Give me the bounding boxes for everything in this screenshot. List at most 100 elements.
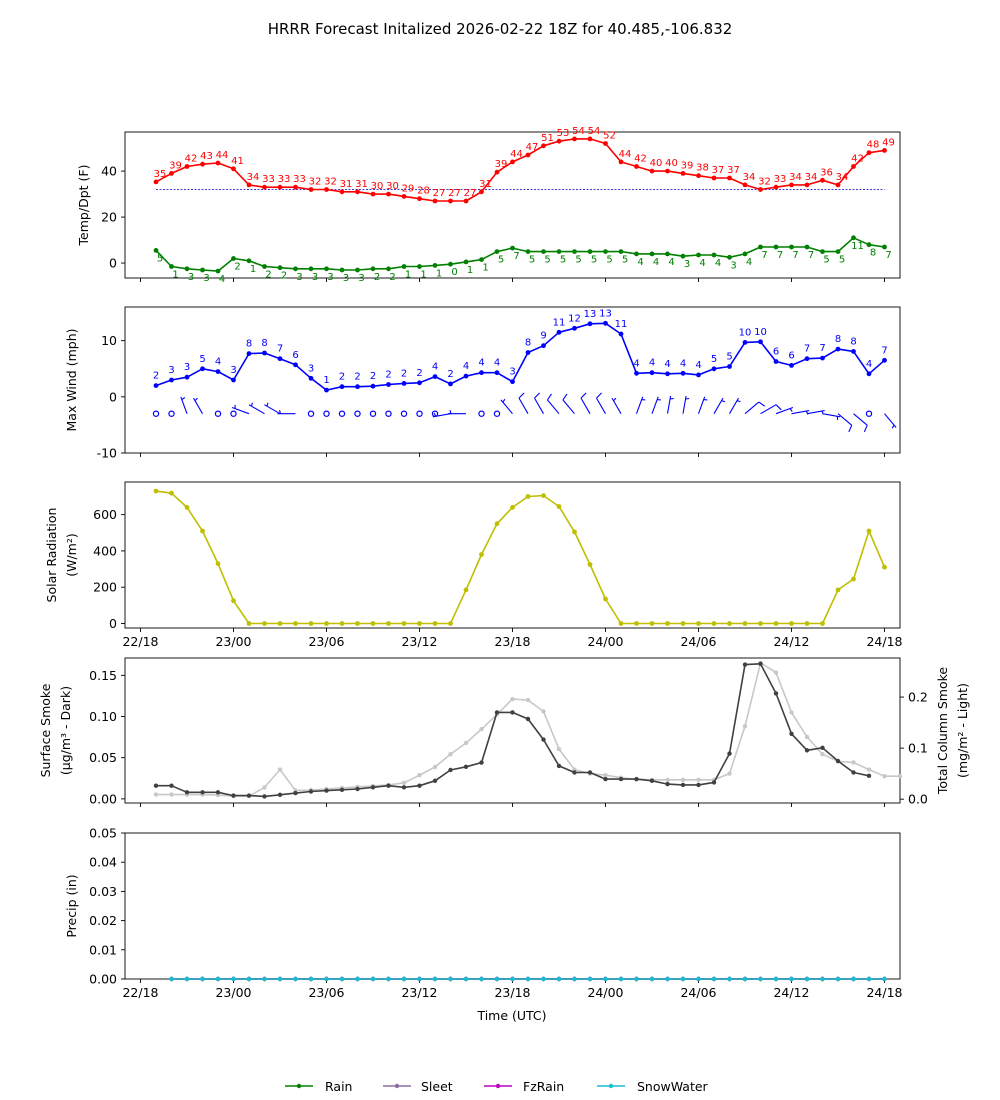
column-smoke-point: [897, 774, 903, 779]
solar-point: [432, 621, 438, 626]
snowwater-precip-point: [835, 976, 841, 982]
max-wind-data-label: 13: [599, 308, 612, 319]
wind-barb-staff: [822, 413, 841, 418]
dewpoint-point: [680, 253, 686, 259]
precip-panel: 22/18 23/00 23/06 23/12 23/18 24/00 24/06 24/12…: [64, 826, 903, 1001]
wind-barb-staff: [546, 399, 560, 415]
snowwater-precip-point: [308, 976, 314, 982]
column-smoke-point: [463, 740, 469, 746]
surface-smoke-point: [494, 710, 500, 715]
temperature-point: [587, 136, 593, 142]
dewpoint-data-label: 1: [482, 263, 488, 274]
surface-smoke-point: [696, 782, 701, 788]
surface-smoke-point: [742, 662, 748, 667]
dewpoint-data-label: 3: [343, 273, 349, 284]
dewpoint-point: [820, 249, 825, 255]
max-wind-point: [231, 377, 236, 383]
dewpoint-data-label: 5: [560, 255, 566, 266]
dewpoint-data-label: 5: [591, 255, 597, 266]
solar-point: [758, 621, 763, 626]
snowwater-precip-point: [479, 976, 484, 982]
column-smoke-point: [866, 767, 872, 772]
temperature-point: [169, 171, 174, 176]
wind-barb: [837, 413, 853, 433]
y-tick-label: 0.0: [908, 792, 928, 807]
wind-barb: [713, 397, 726, 414]
dewpoint-point: [603, 249, 608, 255]
dewpoint-point: [742, 251, 748, 257]
dewpoint-data-label: 7: [808, 250, 814, 261]
max-wind-point: [355, 384, 360, 390]
max-wind-data-label: 3: [230, 365, 236, 376]
column-smoke-point: [417, 773, 422, 778]
solar-point: [789, 621, 794, 626]
max-wind-line: [155, 322, 886, 391]
y-tick-label: 0: [109, 256, 117, 271]
max-wind-data-label: 4: [215, 357, 221, 368]
solar-point: [835, 587, 841, 593]
y-tick-label: 0.2: [908, 690, 928, 705]
temperature-data-label: 28: [417, 186, 430, 197]
temperature-point: [448, 198, 453, 204]
column-smoke-point: [665, 777, 670, 782]
max-wind-data-label: 3: [308, 363, 314, 374]
dewpoint-data-label: 4: [715, 258, 721, 269]
axes-frame: [124, 481, 901, 629]
wind-barb: [822, 413, 841, 420]
wind-barb: [853, 413, 868, 433]
surface-smoke-point: [773, 691, 779, 696]
temperature-data-label: 34: [247, 172, 260, 183]
wind-barb: [448, 410, 466, 415]
y-tick-label: 400: [93, 543, 117, 558]
surface-smoke-point: [510, 710, 515, 715]
x-tick-label: 23/18: [494, 634, 530, 649]
surface-smoke-point: [541, 737, 546, 742]
snowwater-precip-point: [649, 976, 655, 982]
temperature-point: [603, 141, 608, 146]
max-wind-point: [293, 362, 298, 368]
dewpoint-point: [835, 249, 841, 255]
wind-barb-half-feather: [502, 398, 506, 403]
y-tick-label: 0.05: [89, 750, 117, 765]
snowwater-precip-point: [773, 976, 779, 982]
max-wind-point: [401, 381, 407, 386]
max-wind-data-label: 6: [292, 350, 298, 361]
surface-smoke-point: [184, 790, 190, 795]
max-wind-point: [277, 356, 283, 362]
surface-smoke-point: [835, 758, 841, 764]
temperature-data-label: 30: [371, 181, 384, 192]
wind-barb: [248, 402, 265, 415]
max-wind-point: [479, 370, 484, 376]
max-wind-point: [448, 381, 453, 387]
dewpoint-data-label: 5: [498, 255, 504, 266]
surface-smoke-point: [432, 778, 438, 783]
dewpoint-data-label: 5: [575, 255, 581, 266]
dewpoint-point: [386, 266, 391, 272]
max-wind-point: [618, 331, 624, 337]
temperature-data-label: 43: [200, 151, 213, 162]
wind-barb-half-feather: [181, 397, 186, 401]
snowwater-precip-point: [200, 976, 205, 982]
wind-barb: [580, 392, 591, 414]
wind-barb-feather: [534, 392, 540, 399]
surface-smoke-point: [200, 790, 205, 795]
surface-smoke-point: [215, 790, 221, 795]
temperature-point: [773, 184, 779, 190]
max-wind-data-label: 10: [739, 327, 752, 338]
solar-point: [525, 494, 531, 499]
wind-barb: [884, 413, 897, 429]
wind-barb-feather: [863, 425, 868, 433]
surface-smoke-point: [339, 787, 345, 792]
temperature-point: [339, 189, 345, 195]
dewpoint-point: [711, 252, 717, 258]
smoke-right-axis-label: Total Column Smoke: [935, 667, 950, 796]
wind-barb-feather: [596, 392, 602, 399]
dewpoint-point: [169, 264, 174, 269]
max-wind-data-label: 3: [509, 367, 515, 378]
max-wind-data-label: 1: [323, 375, 329, 386]
max-wind-data-label: 2: [153, 371, 159, 382]
y-tick-label: 0.1: [908, 741, 928, 756]
temperature-point: [153, 179, 159, 185]
dewpoint-point: [262, 264, 267, 269]
max-wind-point: [882, 357, 887, 363]
